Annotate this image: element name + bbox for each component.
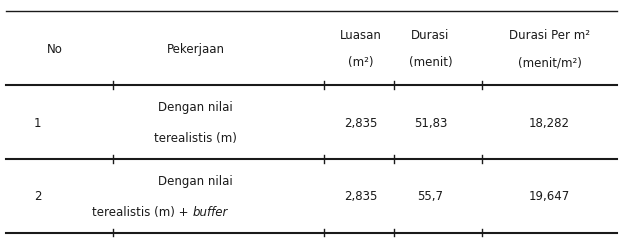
Text: 2,835: 2,835 <box>344 190 377 202</box>
Text: Dengan nilai: Dengan nilai <box>158 174 233 187</box>
Text: (m²): (m²) <box>348 56 373 69</box>
Text: Pekerjaan: Pekerjaan <box>166 42 224 56</box>
Text: buffer: buffer <box>193 205 229 218</box>
Text: (menit/m²): (menit/m²) <box>518 56 581 69</box>
Text: 51,83: 51,83 <box>414 116 447 129</box>
Text: 2,835: 2,835 <box>344 116 377 129</box>
Text: terealistis (m) +: terealistis (m) + <box>92 205 193 218</box>
Text: terealistis (m): terealistis (m) <box>154 131 237 144</box>
Text: 2: 2 <box>34 190 41 202</box>
Text: 55,7: 55,7 <box>417 190 444 202</box>
Text: Durasi Per m²: Durasi Per m² <box>509 29 590 42</box>
Text: Luasan: Luasan <box>340 29 381 42</box>
Text: Durasi: Durasi <box>411 29 450 42</box>
Text: (menit): (menit) <box>409 56 452 69</box>
Text: 19,647: 19,647 <box>529 190 570 202</box>
Text: No: No <box>47 42 63 56</box>
Text: Dengan nilai: Dengan nilai <box>158 101 233 114</box>
Text: 18,282: 18,282 <box>529 116 570 129</box>
Text: 1: 1 <box>34 116 41 129</box>
